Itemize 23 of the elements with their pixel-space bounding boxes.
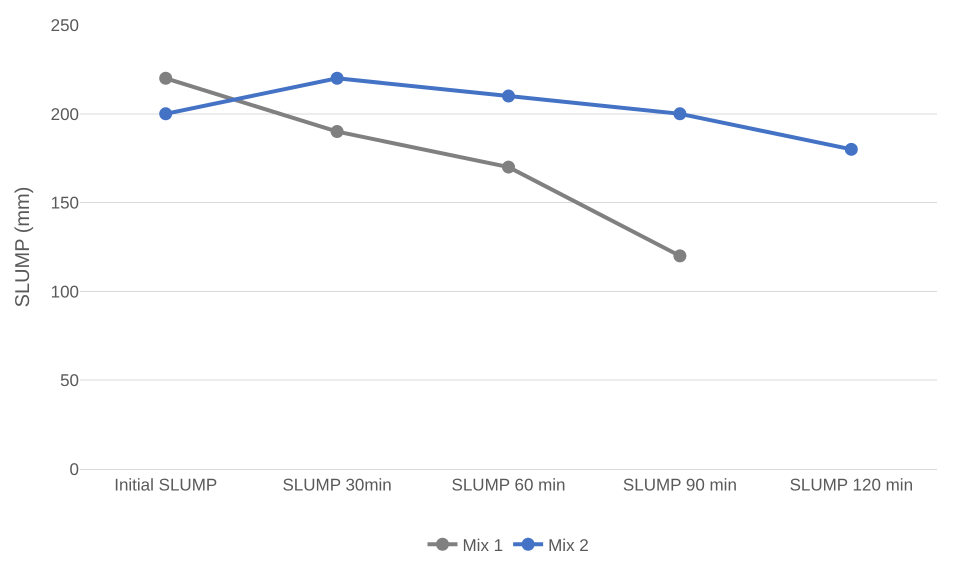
point — [673, 107, 686, 120]
point — [330, 72, 344, 85]
y-tick-label: 50 — [60, 371, 79, 390]
y-axis-title: SLUMP (mm) — [12, 186, 34, 308]
point — [159, 107, 172, 120]
point — [673, 249, 686, 262]
y-tick-label: 200 — [50, 104, 79, 124]
point — [159, 72, 172, 85]
y-tick-label: 0 — [70, 460, 79, 479]
point — [330, 125, 344, 138]
legend-label: Mix 1 — [462, 536, 504, 555]
x-tick-label: SLUMP 30min — [282, 475, 392, 494]
y-tick-label: 100 — [50, 282, 79, 302]
x-tick-label: SLUMP 90 min — [622, 475, 737, 494]
point — [502, 90, 515, 103]
point — [502, 160, 515, 174]
point — [844, 142, 858, 156]
y-tick-label: 250 — [50, 16, 79, 35]
legend-label: Mix 2 — [548, 536, 589, 555]
y-tick-label: 150 — [50, 194, 79, 213]
x-tick-label: Initial SLUMP — [114, 475, 218, 494]
x-tick-label: SLUMP 120 min — [790, 475, 914, 494]
x-tick-label: SLUMP 60 min — [451, 475, 566, 494]
